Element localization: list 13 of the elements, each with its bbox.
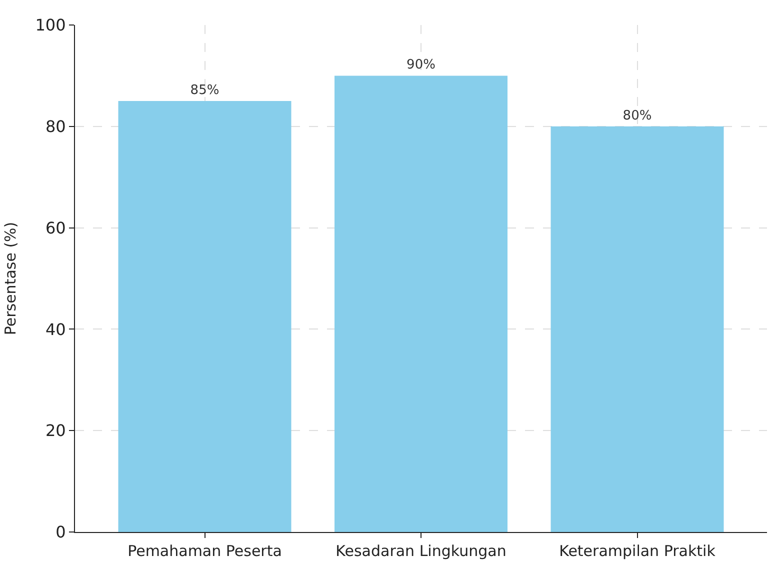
y-tick-label: 60: [45, 218, 66, 238]
y-axis-title: Persentase (%): [2, 222, 20, 336]
y-tick-label: 100: [35, 16, 66, 35]
y-tick-label: 40: [45, 320, 66, 339]
data-label: 85%: [190, 83, 220, 98]
x-tick-label: Keterampilan Praktik: [559, 542, 716, 560]
y-tick-label: 20: [45, 421, 66, 440]
data-label: 80%: [622, 108, 652, 124]
data-label: 90%: [406, 58, 436, 73]
x-tick-label: Kesadaran Lingkungan: [336, 542, 506, 560]
x-tick-label: Pemahaman Peserta: [128, 542, 282, 560]
y-tick-label: 80: [45, 117, 66, 136]
y-tick-label: 0: [56, 522, 66, 542]
